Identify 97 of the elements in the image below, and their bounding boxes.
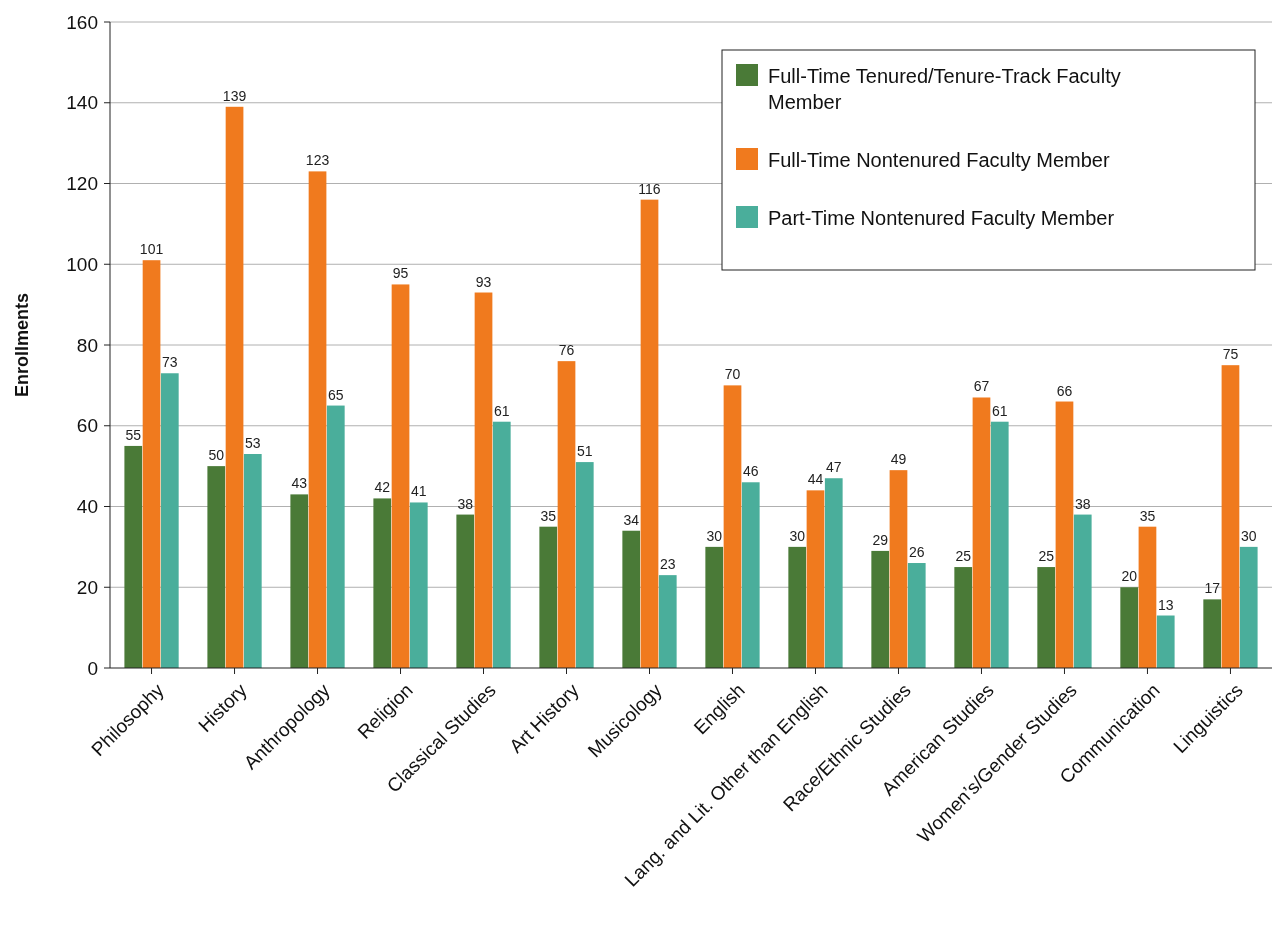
bar [1138, 526, 1157, 668]
bar [806, 490, 825, 668]
bar [409, 502, 428, 668]
bar [326, 405, 345, 668]
bar [1156, 615, 1175, 668]
data-label: 26 [908, 544, 925, 561]
data-label: 17 [1204, 580, 1221, 597]
data-label: 123 [305, 152, 330, 169]
bar [492, 421, 511, 668]
data-label: 35 [1139, 507, 1156, 524]
bar [640, 199, 659, 668]
bar [142, 260, 161, 668]
data-label: 50 [208, 447, 225, 464]
data-label: 61 [494, 402, 510, 419]
legend-label: Part-Time Nontenured Faculty Member [768, 207, 1115, 229]
bar [539, 526, 558, 668]
bar [907, 563, 926, 668]
legend-label: Full-Time Tenured/Tenure-Track Faculty Member [768, 65, 1121, 113]
bar [788, 546, 807, 668]
data-label: 43 [291, 475, 308, 492]
bar [207, 466, 226, 668]
data-label: 35 [540, 507, 557, 524]
bar [225, 106, 244, 668]
bar [243, 454, 262, 668]
data-label: 95 [392, 265, 409, 282]
data-label: 116 [638, 180, 661, 197]
bar [308, 171, 327, 668]
data-label: 101 [139, 241, 164, 258]
data-label: 47 [825, 459, 842, 476]
data-label: 46 [742, 463, 759, 480]
bar [658, 575, 677, 668]
y-tick-label: 60 [76, 415, 98, 437]
bar [1203, 599, 1222, 668]
data-label: 30 [706, 527, 723, 544]
data-label: 13 [1157, 596, 1174, 613]
data-label: 38 [1074, 495, 1091, 512]
legend-label: Full-Time Nontenured Faculty Member [768, 149, 1110, 171]
data-label: 75 [1222, 346, 1239, 363]
data-label: 93 [475, 273, 492, 290]
bar [1120, 587, 1139, 668]
data-label: 25 [1038, 548, 1055, 565]
y-tick-label: 100 [66, 253, 98, 275]
bar [741, 482, 760, 668]
data-label: 20 [1121, 568, 1138, 585]
data-label: 61 [991, 402, 1008, 419]
data-label: 65 [328, 386, 344, 403]
bar [1055, 401, 1074, 668]
data-label: 42 [374, 479, 391, 496]
data-label: 139 [222, 87, 247, 104]
data-label: 34 [623, 511, 640, 528]
bar [972, 397, 991, 668]
bar [557, 361, 576, 668]
data-label: 67 [973, 378, 990, 395]
y-tick-label: 120 [66, 173, 98, 195]
data-label: 70 [724, 366, 741, 383]
y-tick-label: 20 [76, 576, 98, 598]
data-label: 29 [872, 531, 889, 548]
bar [622, 530, 641, 668]
bar [456, 514, 475, 668]
bar [723, 385, 742, 668]
data-label: 25 [955, 548, 972, 565]
data-label: 41 [411, 483, 427, 500]
data-label: 30 [1240, 527, 1257, 544]
data-label: 66 [1056, 382, 1073, 399]
bar [124, 445, 143, 668]
bar [391, 284, 410, 668]
bar [1239, 546, 1258, 668]
bar [373, 498, 392, 668]
bar [889, 470, 908, 668]
bar [290, 494, 309, 668]
bar [160, 373, 179, 668]
bar [575, 462, 594, 668]
bar [1037, 567, 1056, 668]
data-label: 23 [659, 556, 676, 573]
bar [990, 421, 1009, 668]
y-tick-label: 40 [76, 496, 98, 518]
data-label: 53 [245, 435, 261, 452]
bar [1221, 365, 1240, 668]
y-axis-title: Enrollments [12, 292, 32, 398]
data-label: 55 [125, 426, 142, 443]
data-label: 76 [558, 342, 575, 359]
data-label: 44 [807, 471, 824, 488]
bar [705, 546, 724, 668]
data-label: 73 [162, 354, 178, 371]
data-label: 30 [789, 527, 806, 544]
data-label: 51 [576, 443, 593, 460]
bar [474, 292, 493, 668]
bar [824, 478, 843, 668]
data-label: 38 [457, 495, 474, 512]
bar [954, 567, 973, 668]
y-tick-label: 80 [76, 334, 98, 356]
y-tick-label: 160 [66, 11, 98, 33]
bar [1073, 514, 1092, 668]
y-tick-label: 140 [66, 92, 98, 114]
y-tick-label: 0 [87, 657, 98, 679]
bar [871, 550, 890, 668]
data-label: 49 [890, 451, 907, 468]
